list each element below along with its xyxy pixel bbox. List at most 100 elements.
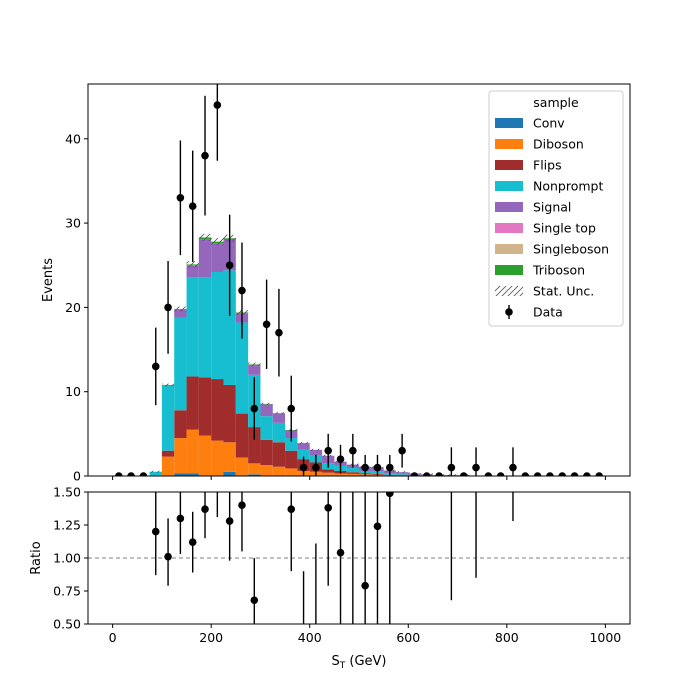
data-point [422, 472, 431, 476]
data-point [176, 194, 185, 202]
bar-nonprompt [186, 277, 199, 377]
ratio-point [238, 501, 246, 510]
bottom-y-tick-label: 1.00 [53, 551, 81, 566]
legend-title: sample [533, 95, 579, 110]
bar-nonprompt [161, 385, 175, 451]
stat-unc-band [248, 362, 261, 366]
bar-nonprompt [174, 317, 187, 411]
data-point [583, 472, 591, 476]
bar-flips [186, 376, 199, 430]
bar-flips [285, 450, 298, 469]
ratio-point [201, 505, 209, 513]
bar-diboson [186, 429, 199, 474]
bar-signal [211, 243, 224, 272]
data-point [275, 328, 283, 337]
legend-label: Signal [533, 200, 571, 215]
bar-signal [198, 239, 212, 278]
top-y-axis-label: Events [41, 258, 56, 302]
data-point [139, 472, 148, 476]
bar-diboson [174, 438, 187, 474]
legend-label: Nonprompt [533, 179, 603, 194]
x-tick-label: 600 [396, 630, 420, 645]
bar-diboson [211, 440, 224, 476]
data-point [533, 472, 542, 476]
data-point [287, 404, 296, 413]
ratio-point [151, 527, 160, 536]
data-point [349, 446, 357, 455]
stat-unc-band [272, 412, 286, 415]
bottom-y-tick-label: 1.50 [53, 485, 81, 500]
stat-unc-band [174, 306, 187, 312]
stat-unc-band [260, 402, 273, 406]
legend-data-marker [505, 308, 513, 316]
bar-flips [272, 442, 286, 467]
data-point [546, 472, 554, 476]
bar-diboson [272, 466, 286, 476]
top-y-tick-label: 40 [65, 131, 81, 146]
data-point [509, 463, 517, 472]
bar-flips [235, 413, 249, 458]
bar-flips [346, 472, 359, 474]
bar-flips [248, 427, 261, 464]
stat-unc-band [395, 471, 409, 474]
legend-swatch [495, 181, 523, 191]
legend-label: Singleboson [533, 242, 609, 257]
bar-flips [223, 384, 236, 443]
stat-unc-band [186, 261, 199, 268]
data-point [472, 463, 480, 472]
data-point [324, 446, 333, 455]
data-point [410, 472, 419, 476]
ratio-point [214, 482, 222, 490]
bar-signal [297, 443, 310, 450]
ratio-point [336, 548, 345, 557]
bar-conv [186, 473, 199, 476]
bottom-y-tick-label: 0.50 [53, 617, 81, 632]
data-point [127, 472, 135, 476]
bar-nonprompt [235, 322, 249, 414]
bar-signal [309, 449, 323, 456]
bar-signal [174, 309, 187, 318]
ratio-point [225, 517, 234, 525]
bar-flips [174, 410, 187, 439]
legend-swatch [495, 160, 523, 170]
data-point [521, 472, 530, 476]
bottom-y-tick-label: 0.75 [53, 584, 81, 599]
legend-label: Diboson [533, 137, 584, 152]
bar-conv [174, 473, 187, 476]
bar-conv [248, 474, 261, 476]
stacked-bars [149, 237, 470, 476]
axis-labels: Events Ratio ST (GeV) [29, 258, 387, 671]
bar-diboson [161, 456, 175, 476]
bottom-y-axis-label: Ratio [29, 541, 44, 574]
bar-flips [198, 377, 212, 436]
data-point [312, 463, 320, 472]
x-tick-label: 400 [298, 630, 322, 645]
bar-nonprompt [223, 270, 236, 385]
legend-label: Conv [533, 116, 565, 131]
data-point [262, 320, 271, 329]
main-panel-frame [87, 83, 631, 477]
ratio-point [287, 505, 296, 513]
data-point [188, 202, 197, 211]
stat-unc-band [211, 238, 224, 246]
top-y-tick-label: 0 [73, 469, 81, 484]
bar-diboson [334, 473, 347, 476]
data-point [299, 463, 308, 472]
legend-label: Stat. Unc. [533, 284, 594, 299]
bar-nonprompt [198, 277, 212, 378]
ratio-points [88, 482, 630, 624]
legend-swatch [495, 118, 523, 128]
data-point [151, 362, 160, 371]
bar-signal [186, 265, 199, 278]
bar-diboson [198, 435, 212, 476]
stat-unc-band [198, 233, 212, 242]
legend-swatch [495, 244, 523, 254]
bar-signal [272, 413, 286, 423]
ratio-point [176, 514, 185, 523]
ratio-point [373, 522, 382, 531]
legend-swatch-stat-unc [495, 286, 523, 296]
bar-diboson [322, 472, 335, 476]
legend-label: Single top [533, 221, 596, 236]
